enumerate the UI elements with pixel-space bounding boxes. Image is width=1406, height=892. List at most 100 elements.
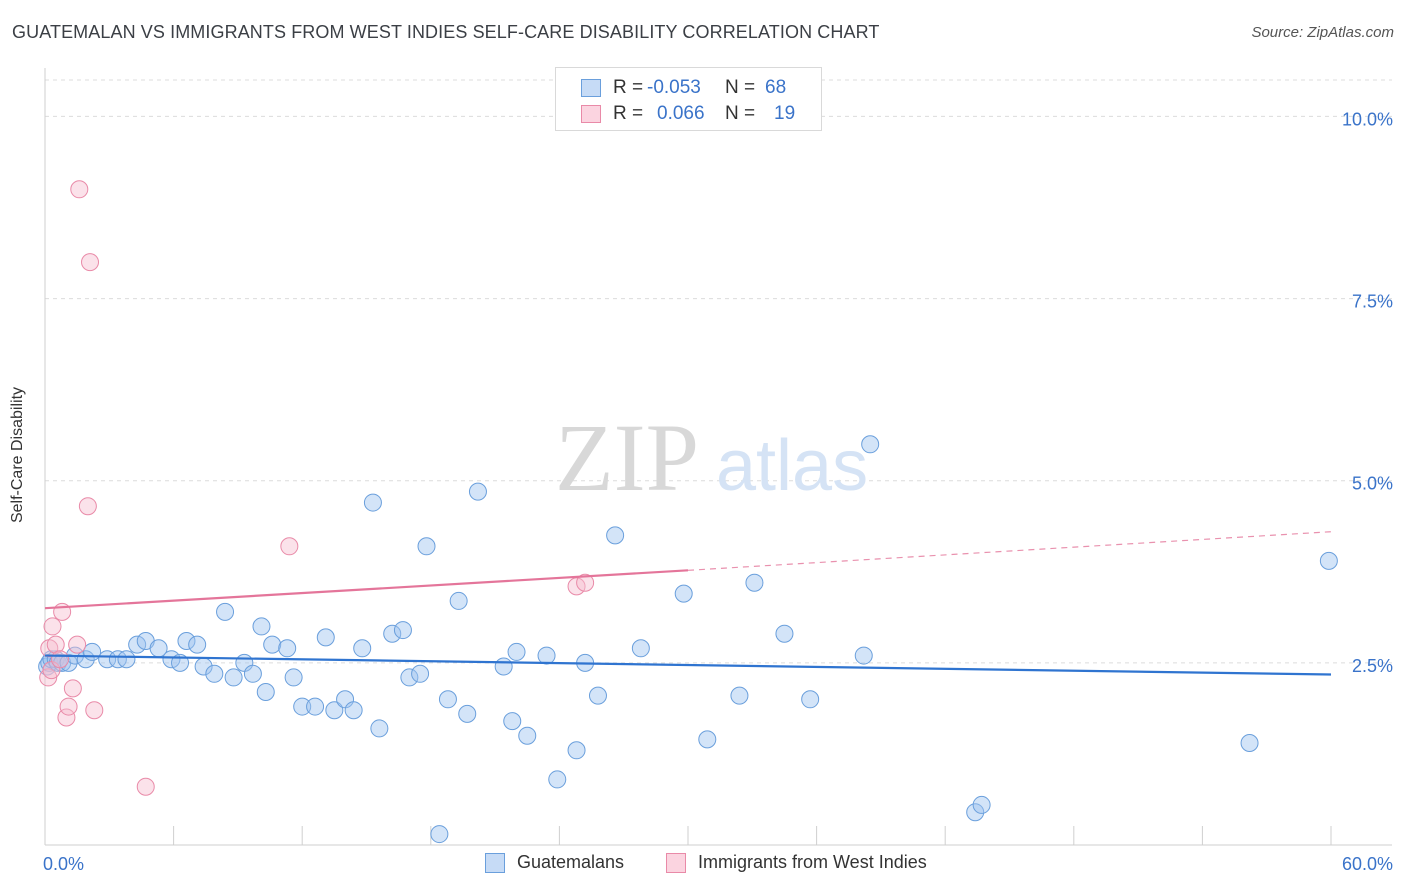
y-tick-label: 5.0% <box>1352 474 1393 494</box>
point-guatemalans <box>861 435 880 454</box>
point-guatemalans <box>1240 734 1259 752</box>
point-guatemalans <box>567 741 586 760</box>
point-west-indies <box>81 253 100 272</box>
watermark: ZIP atlas <box>555 404 868 511</box>
trend-line-west-indies-extrapolated <box>687 531 1332 571</box>
r-value: 0.066 <box>657 103 705 124</box>
tick-labels: 2.5% 5.0% 7.5% 10.0% 0.0% 60.0% <box>43 109 1393 874</box>
legend-label-west-indies: Immigrants from West Indies <box>698 852 927 872</box>
point-guatemalans <box>370 719 389 738</box>
watermark-zip: ZIP <box>555 404 699 511</box>
point-guatemalans <box>507 642 526 661</box>
r-label: R = <box>613 77 644 98</box>
point-guatemalans <box>353 639 372 658</box>
point-guatemalans <box>503 712 522 731</box>
point-west-indies <box>85 701 104 720</box>
point-guatemalans <box>278 639 297 658</box>
point-west-indies <box>46 635 65 654</box>
point-guatemalans <box>98 650 117 669</box>
watermark-atlas: atlas <box>716 426 868 506</box>
point-guatemalans <box>518 726 537 745</box>
point-west-indies <box>51 650 70 669</box>
legend-swatch-west-indies <box>666 852 686 873</box>
legend-swatch-guatemalans <box>485 852 505 873</box>
point-west-indies <box>280 537 299 556</box>
legend-item-guatemalans: Guatemalans <box>485 852 624 873</box>
point-guatemalans <box>400 668 419 687</box>
legend-swatch-west-indies <box>581 105 601 123</box>
legend-row-west-indies: R = 0.066 N = 19 <box>556 101 795 127</box>
point-guatemalans <box>117 650 136 669</box>
point-guatemalans <box>801 690 820 709</box>
point-guatemalans <box>316 628 335 647</box>
point-guatemalans <box>745 573 764 592</box>
point-guatemalans <box>674 584 693 603</box>
point-guatemalans <box>430 825 449 844</box>
point-guatemalans <box>972 795 991 814</box>
point-guatemalans <box>417 537 436 556</box>
y-tick-label: 7.5% <box>1352 292 1393 312</box>
point-west-indies <box>78 497 97 516</box>
point-west-indies <box>70 180 89 199</box>
r-label: R = <box>613 103 644 124</box>
n-label: N = <box>725 77 756 98</box>
point-west-indies <box>136 777 155 796</box>
point-guatemalans <box>216 602 235 621</box>
point-west-indies <box>63 679 82 698</box>
point-guatemalans <box>698 730 717 749</box>
point-guatemalans <box>325 701 344 720</box>
source-label: Source: ZipAtlas.com <box>1251 24 1394 41</box>
n-value: 68 <box>765 77 787 98</box>
point-guatemalans <box>730 686 749 705</box>
point-guatemalans <box>775 624 794 643</box>
point-guatemalans <box>494 657 513 676</box>
point-guatemalans <box>252 617 271 636</box>
n-value: 19 <box>774 103 796 124</box>
trend-line-guatemalans <box>44 654 1332 676</box>
point-guatemalans <box>76 650 95 669</box>
trend-lines <box>44 531 1332 676</box>
point-guatemalans <box>293 697 312 716</box>
legend-row-guatemalans: R = -0.053 N = 68 <box>556 75 786 101</box>
point-guatemalans <box>363 493 382 512</box>
point-guatemalans <box>256 683 275 701</box>
point-guatemalans <box>383 624 402 643</box>
point-guatemalans <box>537 646 556 665</box>
x-tick-label: 60.0% <box>1342 854 1393 874</box>
legend-swatch-guatemalans <box>581 79 601 97</box>
r-value: -0.053 <box>647 77 701 98</box>
point-guatemalans <box>224 668 243 687</box>
point-west-indies <box>59 697 78 716</box>
point-guatemalans <box>243 664 262 683</box>
point-guatemalans <box>177 632 196 650</box>
correlation-legend: R = -0.053 N = 68 R = 0.066 N = 19 <box>555 67 822 131</box>
y-tick-label: 10.0% <box>1342 109 1393 129</box>
point-west-indies <box>43 617 62 636</box>
point-guatemalans <box>458 704 477 723</box>
point-guatemalans <box>468 482 487 501</box>
point-guatemalans <box>449 591 468 610</box>
point-guatemalans <box>393 621 412 640</box>
point-guatemalans <box>306 697 325 716</box>
point-west-indies <box>68 635 87 654</box>
point-guatemalans <box>966 803 985 822</box>
point-guatemalans <box>188 635 207 654</box>
trend-line-west-indies <box>44 569 689 610</box>
point-guatemalans <box>606 526 625 545</box>
legend-item-west-indies: Immigrants from West Indies <box>666 852 927 873</box>
point-guatemalans <box>205 664 224 683</box>
point-guatemalans <box>631 639 650 658</box>
point-guatemalans <box>83 642 102 661</box>
point-guatemalans <box>854 646 873 665</box>
point-west-indies <box>576 573 595 592</box>
point-guatemalans <box>344 701 363 720</box>
n-label: N = <box>725 103 756 124</box>
point-guatemalans <box>411 664 430 683</box>
point-guatemalans <box>588 686 607 705</box>
point-guatemalans <box>263 635 282 654</box>
y-tick-label: 2.5% <box>1352 656 1393 676</box>
point-guatemalans <box>284 668 303 687</box>
point-guatemalans <box>438 690 457 709</box>
point-west-indies <box>57 708 76 727</box>
legend-label-guatemalans: Guatemalans <box>517 852 625 872</box>
